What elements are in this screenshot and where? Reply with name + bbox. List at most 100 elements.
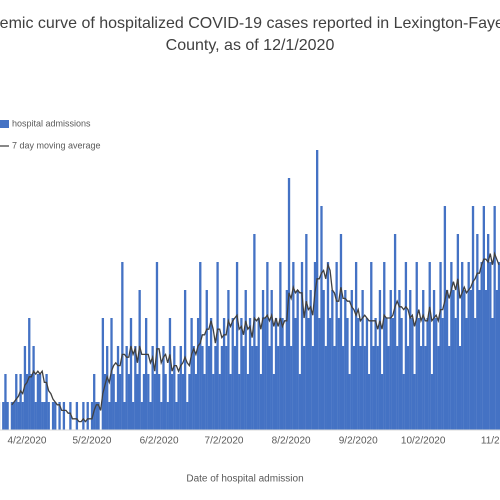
bar <box>23 346 27 430</box>
legend-swatch <box>0 120 9 128</box>
x-tick-label: 10/2/2020 <box>401 436 446 447</box>
bar <box>106 346 109 430</box>
bar <box>259 374 263 430</box>
bar <box>348 374 351 430</box>
bar <box>311 346 314 430</box>
bar <box>322 290 325 430</box>
bar <box>456 234 460 430</box>
bar <box>346 318 349 430</box>
bar <box>173 346 176 430</box>
bar <box>443 206 447 430</box>
x-axis-title: Date of hospital admission <box>186 474 303 485</box>
bar <box>15 374 18 430</box>
bar <box>469 290 473 430</box>
bar <box>419 346 423 430</box>
x-tick-label: 8/2/2020 <box>272 436 311 447</box>
chart-title: pidemic curve of hospitalized COVID-19 c… <box>0 15 500 32</box>
bar <box>138 290 141 430</box>
bar <box>62 402 66 430</box>
bar <box>218 374 221 430</box>
bar <box>402 374 405 430</box>
bar <box>495 290 498 430</box>
bar <box>248 318 252 430</box>
bar <box>404 262 408 430</box>
bar <box>97 402 100 430</box>
bar <box>424 346 427 430</box>
bar <box>281 318 284 430</box>
bar <box>32 346 35 430</box>
bar <box>413 374 416 430</box>
bar <box>123 402 126 430</box>
bar <box>294 318 297 430</box>
bar <box>30 374 33 430</box>
bar <box>450 262 453 430</box>
bar <box>205 290 208 430</box>
bar <box>285 290 289 430</box>
bar <box>387 346 390 430</box>
bar <box>222 318 226 430</box>
bar <box>409 290 412 430</box>
bar <box>430 374 434 430</box>
bar <box>491 318 494 430</box>
bar <box>54 402 57 430</box>
bar <box>127 374 130 430</box>
bar <box>196 318 200 430</box>
bar <box>238 374 241 430</box>
bar <box>119 374 122 430</box>
bar <box>376 346 379 430</box>
bar <box>426 318 429 430</box>
bar <box>365 318 369 430</box>
bar <box>316 150 319 430</box>
bar <box>367 374 371 430</box>
bar <box>201 346 204 430</box>
bar <box>181 374 185 430</box>
chart-title: County, as of 12/1/2020 <box>166 37 335 54</box>
bar <box>396 346 399 430</box>
bar <box>448 346 451 430</box>
bar <box>160 402 163 430</box>
bar <box>75 402 79 430</box>
bar <box>272 374 276 430</box>
bar <box>144 318 148 430</box>
bar <box>28 318 31 430</box>
bar <box>47 402 50 430</box>
bar <box>474 318 477 430</box>
bar <box>484 290 488 430</box>
bar <box>452 290 455 430</box>
bar <box>359 346 362 430</box>
bar <box>309 290 312 430</box>
bar <box>116 346 120 430</box>
bar <box>435 318 438 430</box>
bar <box>487 234 490 430</box>
bar <box>354 262 358 430</box>
bar <box>177 374 180 430</box>
bar <box>140 402 143 430</box>
x-tick-label: 11/2 <box>481 436 500 447</box>
bar <box>370 262 373 430</box>
bar <box>411 318 414 430</box>
bar <box>166 402 169 430</box>
bar <box>132 402 135 430</box>
bar <box>458 346 462 430</box>
bar <box>406 346 410 430</box>
bar <box>344 290 347 430</box>
bar <box>95 402 98 430</box>
bar <box>253 234 256 430</box>
bar <box>255 346 258 430</box>
bar <box>292 262 295 430</box>
x-tick-label: 4/2/2020 <box>8 436 47 447</box>
bar <box>220 346 224 430</box>
bar <box>298 374 302 430</box>
bar <box>287 178 291 430</box>
bar <box>290 346 293 430</box>
bar <box>192 346 195 430</box>
bar <box>108 402 111 430</box>
bar <box>389 290 392 430</box>
bar <box>357 318 360 430</box>
bar <box>326 262 330 430</box>
bar <box>69 402 72 430</box>
bar <box>341 346 345 430</box>
bar <box>454 318 457 430</box>
bar <box>168 318 172 430</box>
